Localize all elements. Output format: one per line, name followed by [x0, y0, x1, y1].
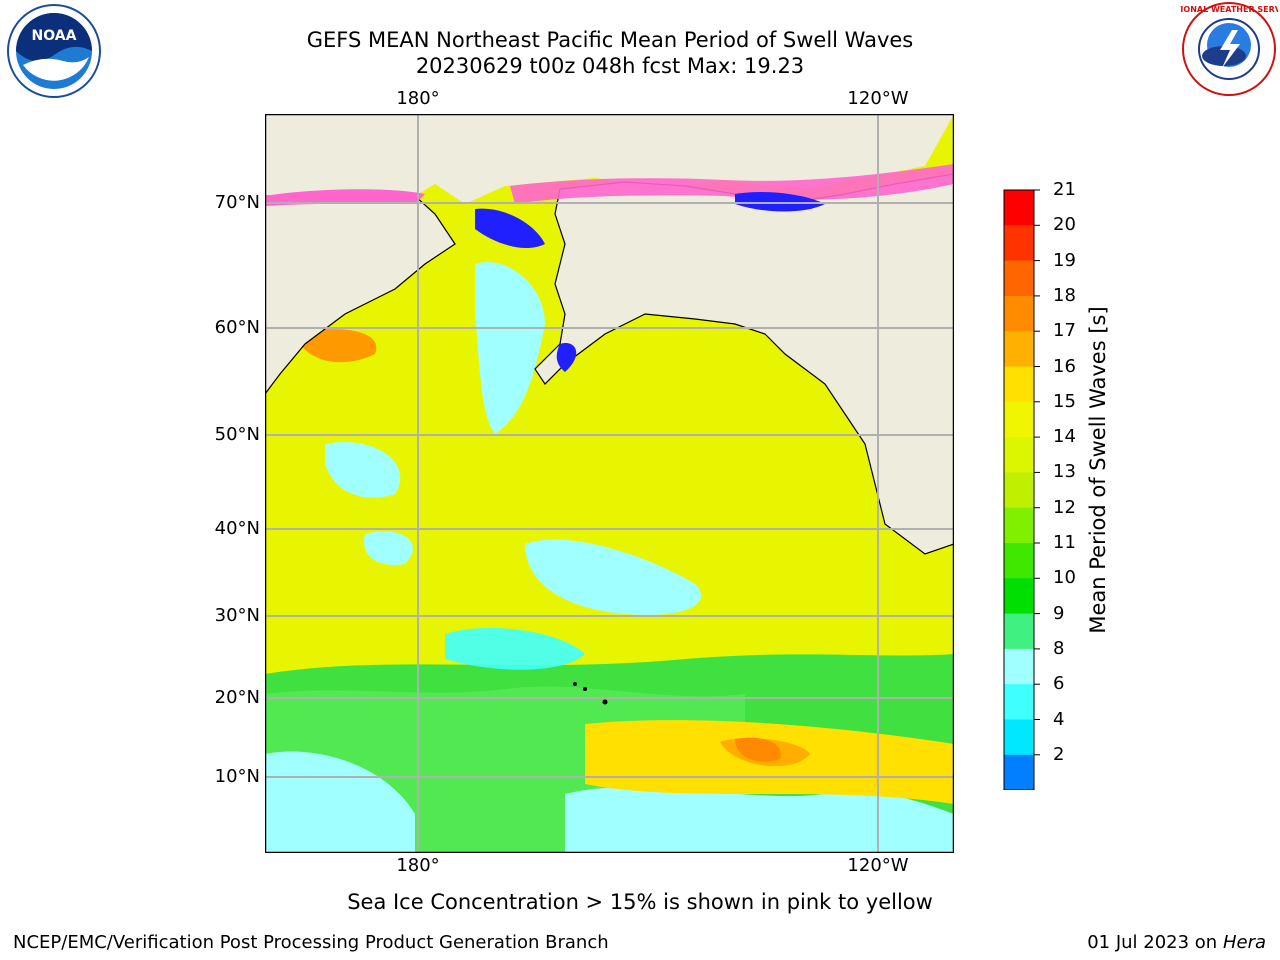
lon-label-top-180: 180°: [396, 88, 440, 109]
sea-ice-blue-patch: [735, 192, 825, 212]
lon-label-top-120w: 120°W: [847, 88, 909, 109]
colorbar-segment: [1004, 472, 1034, 509]
lat-label-40n: 40°N: [214, 518, 260, 539]
colorbar-segment: [1004, 260, 1034, 297]
colorbar-tick-label: 18: [1053, 284, 1076, 306]
colorbar-tick-label: 16: [1053, 355, 1076, 377]
swell-orange-patch: [720, 738, 810, 767]
colorbar-segment: [1004, 507, 1034, 544]
colorbar-segment: [1004, 401, 1034, 438]
bristol-bay-blue: [556, 343, 577, 372]
footer-date-text: 01 Jul 2023 on: [1087, 932, 1218, 953]
colorbar-segment: [1004, 190, 1034, 226]
colorbar-tick-label: 11: [1053, 532, 1076, 553]
siberia-land: [265, 195, 456, 395]
colorbar-segment: [1004, 295, 1034, 332]
map-frame: [265, 114, 954, 853]
colorbar-tick-label: 9: [1053, 602, 1065, 624]
colorbar: [1003, 189, 1040, 790]
colorbar-tick-label: 20: [1053, 214, 1076, 236]
bering-sea-swell: [475, 262, 545, 434]
chart-subtitle: 20230629 t00z 048h fcst Max: 19.23: [415, 54, 805, 78]
swell-cyan-patch-nw: [325, 442, 401, 498]
colorbar-tick-label: 15: [1053, 390, 1076, 412]
colorbar-frame: [1003, 189, 1035, 790]
nws-logo: NATIONAL WEATHER SERVICE: [1180, 2, 1278, 96]
colorbar-segment: [1004, 543, 1034, 579]
colorbar-segment: [1004, 648, 1034, 685]
colorbar-tick-label: 19: [1053, 249, 1076, 271]
footer-host: Hera: [1222, 932, 1266, 953]
map-panel: [265, 114, 954, 853]
colorbar-segment: [1004, 754, 1034, 790]
swell-cyan-patch-s: [565, 786, 954, 853]
lat-label-20n: 20°N: [214, 687, 260, 708]
lon-label-bottom-180: 180°: [396, 855, 440, 876]
hawaii-island: [573, 682, 577, 686]
bering-strait-blue: [475, 208, 545, 249]
swell-orange-patch-nw: [295, 329, 377, 363]
noaa-logo: NOAA: [7, 4, 101, 98]
sea-ice-note: Sea Ice Concentration > 15% is shown in …: [347, 890, 933, 914]
colorbar-tick-label: 8: [1053, 637, 1065, 659]
colorbar-tick-label: 13: [1053, 461, 1076, 483]
colorbar-label: Mean Period of Swell Waves [s]: [1086, 306, 1110, 634]
colorbar-segment: [1004, 366, 1034, 403]
swell-cyan-patch-central: [525, 539, 702, 615]
colorbar-tick-label: 10: [1053, 567, 1076, 589]
swell-cyan-patch-w: [364, 531, 413, 565]
sea-ice-fringe-north: [510, 164, 954, 204]
colorbar-segment: [1004, 225, 1034, 262]
footer-credit: NCEP/EMC/Verification Post Processing Pr…: [13, 932, 609, 953]
lat-label-50n: 50°N: [214, 424, 260, 445]
colorbar-segment: [1004, 437, 1034, 473]
lat-label-60n: 60°N: [214, 317, 260, 338]
colorbar-tick-label: 21: [1053, 179, 1076, 200]
sea-ice-fringe-west: [265, 189, 425, 206]
colorbar-tick-label: 6: [1053, 673, 1065, 695]
swell-cyan-patch-hawaii: [445, 627, 585, 670]
colorbar-tick-label: 14: [1053, 426, 1076, 448]
lon-label-bottom-120w: 120°W: [847, 855, 909, 876]
nws-logo-text: NATIONAL WEATHER SERVICE: [1180, 5, 1278, 14]
hawaii-island: [602, 699, 608, 705]
hawaii-island: [583, 687, 587, 691]
colorbar-tick-label: 17: [1053, 320, 1076, 342]
lat-label-10n: 10°N: [214, 766, 260, 787]
colorbar-tick-label: 2: [1053, 743, 1065, 765]
colorbar-segment: [1004, 578, 1034, 615]
lat-label-70n: 70°N: [214, 192, 260, 213]
chart-title: GEFS MEAN Northeast Pacific Mean Period …: [306, 28, 914, 52]
colorbar-segment: [1004, 331, 1034, 367]
noaa-logo-text: NOAA: [32, 28, 77, 44]
colorbar-segment: [1004, 613, 1034, 650]
lat-label-30n: 30°N: [214, 605, 260, 626]
colorbar-tick-label: 4: [1053, 708, 1065, 730]
colorbar-tick-label: 12: [1053, 496, 1076, 518]
colorbar-segment: [1004, 684, 1034, 720]
colorbar-segment: [1004, 719, 1034, 756]
gridlines: [265, 114, 954, 853]
footer-date: 01 Jul 2023 on Hera: [1087, 932, 1266, 953]
